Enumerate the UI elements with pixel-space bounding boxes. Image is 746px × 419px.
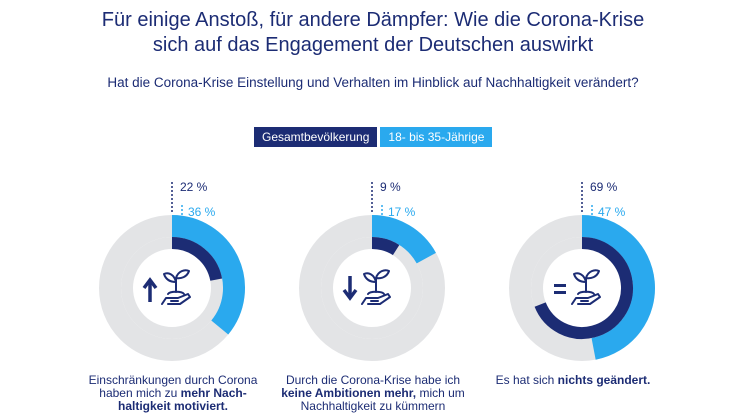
caption-2-post: mich um Nachhaltigkeit zu kümmern	[300, 386, 465, 413]
value-label-total: 9 %	[380, 180, 401, 194]
caption-3: Es hat sich nichts geändert.	[473, 374, 673, 387]
donut-arc-young	[371, 215, 436, 264]
caption-2: Durch die Corona-Krise habe ich keine Am…	[273, 374, 473, 413]
donut-arc-young	[581, 215, 655, 360]
value-label-total: 22 %	[180, 180, 208, 194]
value-label-young: 17 %	[388, 205, 416, 219]
title-line-2: sich auf das Engagement der Deutschen au…	[152, 34, 594, 56]
caption-1: Einschränkungen durch Corona haben mich …	[73, 374, 273, 413]
arrow-down-plant-hand-icon	[342, 269, 391, 305]
donut-arc-young	[171, 215, 245, 335]
arrow-up-plant-hand-icon	[142, 269, 191, 305]
caption-1-text: Einschränkungen durch Corona haben mich …	[88, 373, 258, 400]
donut-center	[334, 250, 410, 326]
equals-plant-hand-icon	[554, 269, 601, 305]
caption-1-bold: mehr Nach-haltigkeit motiviert.	[117, 386, 247, 413]
value-label-young: 36 %	[188, 205, 216, 219]
chart-title: Für einige Anstoß, für andere Dämpfer: W…	[0, 8, 746, 58]
caption-3-bold: nichts geändert.	[557, 373, 651, 387]
caption-2-bold: keine Ambitionen mehr,	[281, 386, 417, 400]
caption-2-text: Durch die Corona-Krise habe ich	[285, 373, 461, 387]
donut-arc-total	[171, 237, 223, 281]
legend-item-total: Gesamtbevölkerung	[254, 127, 378, 147]
chart-subtitle: Hat die Corona-Krise Einstellung und Ver…	[107, 75, 639, 90]
donut-center	[134, 250, 210, 326]
donut-arc-total	[534, 237, 633, 339]
donut-arc-total	[371, 237, 400, 256]
title-line-1: Für einige Anstoß, für andere Dämpfer: W…	[101, 9, 645, 31]
donut-center	[544, 250, 620, 326]
value-label-total: 69 %	[590, 180, 618, 194]
legend-item-young: 18- bis 35-Jährige	[380, 127, 493, 147]
caption-3-text: Es hat sich	[495, 373, 558, 387]
value-label-young: 47 %	[598, 205, 626, 219]
legend: Gesamtbevölkerung 18- bis 35-Jährige	[254, 127, 493, 147]
